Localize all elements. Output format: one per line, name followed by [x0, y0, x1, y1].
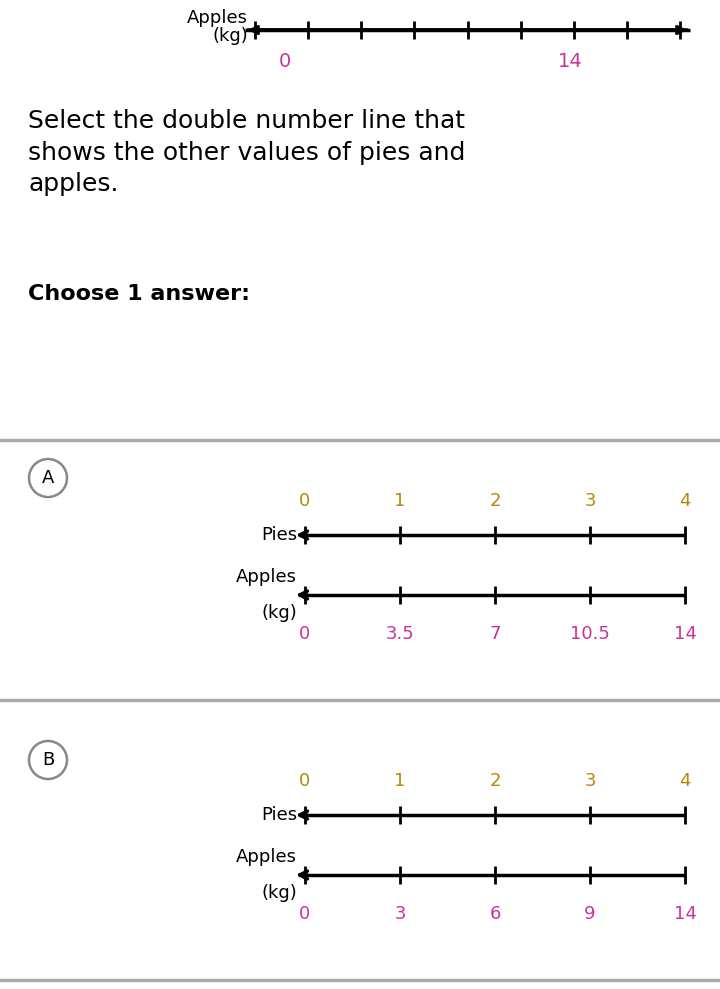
Text: 14: 14: [674, 905, 696, 923]
Text: 6: 6: [490, 905, 500, 923]
Text: 0: 0: [300, 625, 310, 643]
Text: 14: 14: [674, 625, 696, 643]
Text: 0: 0: [300, 492, 310, 510]
Text: 0: 0: [279, 52, 291, 71]
Text: 3.5: 3.5: [386, 625, 415, 643]
Text: 2: 2: [490, 492, 500, 510]
Text: 14: 14: [557, 52, 582, 71]
Text: 2: 2: [490, 772, 500, 790]
Text: B: B: [42, 751, 54, 769]
Text: Pies: Pies: [261, 806, 297, 824]
Text: Pies: Pies: [261, 526, 297, 544]
Text: 3: 3: [395, 905, 406, 923]
Text: 9: 9: [584, 905, 595, 923]
Text: Apples: Apples: [236, 568, 297, 586]
Text: 1: 1: [395, 492, 405, 510]
Text: Choose 1 answer:: Choose 1 answer:: [28, 284, 250, 304]
Text: 10.5: 10.5: [570, 625, 610, 643]
Text: 3: 3: [584, 772, 595, 790]
Text: 7: 7: [490, 625, 500, 643]
Text: (kg): (kg): [212, 27, 248, 45]
Text: 4: 4: [679, 772, 690, 790]
Text: 3: 3: [584, 492, 595, 510]
Text: 1: 1: [395, 772, 405, 790]
Text: A: A: [42, 469, 54, 487]
Text: 4: 4: [679, 492, 690, 510]
Text: 0: 0: [300, 905, 310, 923]
Text: Select the double number line that
shows the other values of pies and
apples.: Select the double number line that shows…: [28, 109, 465, 196]
Text: Apples: Apples: [187, 9, 248, 27]
Text: (kg): (kg): [261, 604, 297, 622]
Text: Apples: Apples: [236, 848, 297, 866]
Text: (kg): (kg): [261, 884, 297, 902]
Text: 0: 0: [300, 772, 310, 790]
